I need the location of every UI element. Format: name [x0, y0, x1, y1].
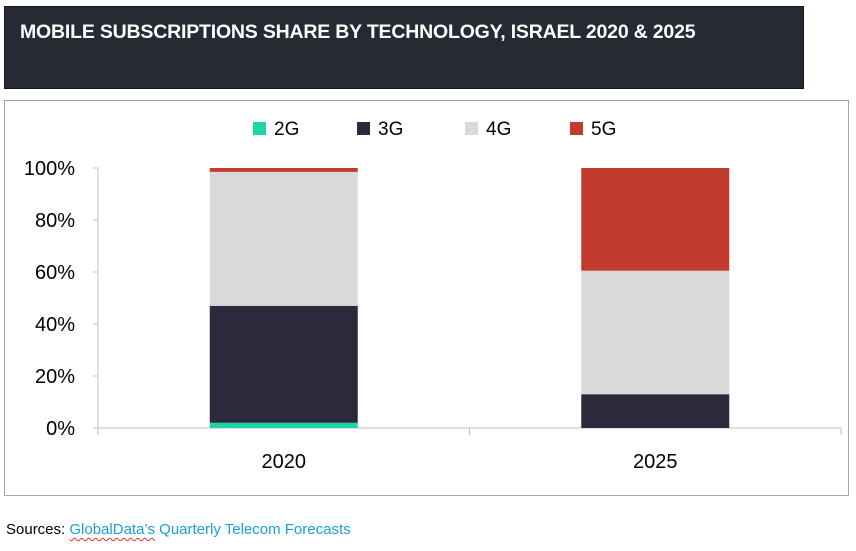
y-tick-label: 20% — [35, 366, 75, 388]
source-link-part1: GlobalData’s — [69, 521, 155, 538]
y-tick-label: 60% — [35, 262, 75, 284]
bar-4g-2020 — [209, 171, 358, 306]
legend-label-3g: 3G — [378, 119, 403, 140]
y-tick-label: 0% — [46, 418, 75, 440]
legend-swatch-4g — [465, 122, 478, 135]
legend-swatch-2g — [253, 122, 266, 135]
x-tick-label: 2020 — [262, 451, 307, 473]
y-tick-label: 40% — [35, 314, 75, 336]
y-tick-label: 100% — [24, 158, 75, 180]
x-tick-label: 2025 — [633, 451, 678, 473]
legend-label-2g: 2G — [274, 119, 299, 140]
bar-3g-2020 — [209, 305, 358, 423]
bar-5g-2025 — [581, 168, 730, 271]
source-link-part2: Quarterly Telecom Forecasts — [154, 521, 351, 538]
legend-swatch-3g — [357, 122, 370, 135]
bar-2g-2020 — [209, 422, 358, 428]
source-note: Sources: GlobalData’s Quarterly Telecom … — [6, 521, 351, 538]
stacked-bar-chart: 0% 20% 40% 60% 80% 100% 2020 2025 2G 3G 4G 5G — [24, 119, 842, 473]
y-tick-label: 80% — [35, 210, 75, 232]
bar-5g-2020 — [209, 168, 358, 172]
legend-swatch-5g — [570, 122, 583, 135]
legend-label-5g: 5G — [591, 119, 616, 140]
bar-4g-2025 — [581, 270, 730, 395]
title-banner: MOBILE SUBSCRIPTIONS SHARE BY TECHNOLOGY… — [4, 6, 804, 89]
chart-area: 0% 20% 40% 60% 80% 100% 2020 2025 2G 3G 4G 5G — [4, 100, 849, 496]
source-link[interactable]: GlobalData’s Quarterly Telecom Forecasts — [69, 521, 350, 538]
bar-3g-2025 — [581, 394, 730, 428]
legend-label-4g: 4G — [486, 119, 511, 140]
source-prefix: Sources: — [6, 521, 70, 538]
chart-title: MOBILE SUBSCRIPTIONS SHARE BY TECHNOLOGY… — [20, 21, 696, 43]
